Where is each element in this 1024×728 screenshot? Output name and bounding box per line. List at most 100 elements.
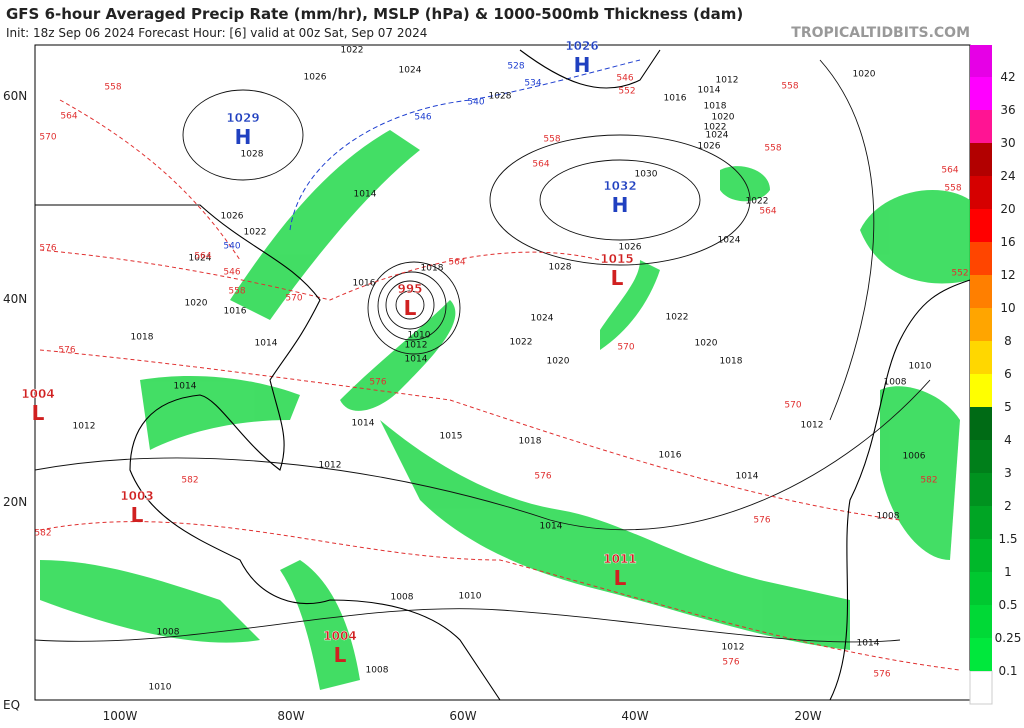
isobar-label: 1012 — [722, 643, 745, 653]
thickness-label: 582 — [920, 476, 937, 486]
lon-label: 20W — [794, 709, 821, 723]
colorbar: 0.1 0.25 0.5 1 1.5 2 3 4 5 6 8 10 12 16 20 24 30 36 42 — [969, 45, 1021, 705]
isobar-label: 1010 — [909, 362, 932, 372]
isobar-label: 1022 — [746, 197, 769, 207]
thickness-label: 564 — [532, 160, 549, 170]
colorbar-swatch — [970, 440, 992, 473]
colorbar-label: 1 — [1004, 565, 1012, 579]
isobar-label: 1018 — [704, 102, 727, 112]
colorbar-label: 3 — [1004, 466, 1012, 480]
isobar-label: 1022 — [666, 313, 689, 323]
thickness-label: 558 — [764, 144, 781, 154]
lon-label: 40W — [621, 709, 648, 723]
colorbar-label: 42 — [1000, 70, 1015, 84]
isobar-label: 1012 — [319, 461, 342, 471]
thickness-label: 570 — [617, 343, 634, 353]
colorbar-swatch — [970, 45, 992, 77]
isobar-label: 1028 — [241, 150, 264, 160]
isobar-label: 1018 — [519, 437, 542, 447]
pressure-letter: L — [334, 643, 347, 667]
colorbar-swatch — [970, 539, 992, 572]
pressure-letter: L — [404, 296, 417, 320]
colorbar-swatch — [970, 176, 992, 209]
colorbar-label: 10 — [1000, 301, 1015, 315]
map-area: 1029H995L1032H1015L1004L1003L1011L1004L1… — [21, 39, 971, 701]
colorbar-swatch — [970, 242, 992, 275]
isobar-label: 1018 — [720, 357, 743, 367]
isobar-label: 1024 — [706, 131, 729, 141]
lon-label: 100W — [103, 709, 138, 723]
isobar-label: 1016 — [353, 279, 376, 289]
colorbar-label: 12 — [1000, 268, 1015, 282]
isobar-label: 1022 — [244, 228, 267, 238]
colorbar-label: 0.5 — [998, 598, 1017, 612]
thickness-label: 564 — [448, 258, 465, 268]
thickness-label: 576 — [722, 658, 739, 668]
credit: TROPICALTIDBITS.COM — [791, 25, 970, 41]
isobar-label: 1020 — [547, 357, 570, 367]
coastlines — [35, 49, 971, 701]
isobar-label: 1014 — [698, 86, 721, 96]
thickness-label: 552 — [951, 269, 968, 279]
colorbar-label: 5 — [1004, 400, 1012, 414]
colorbar-label: 1.5 — [998, 532, 1017, 546]
lat-label: EQ — [3, 698, 20, 712]
isobar-label: 1024 — [189, 254, 212, 264]
pressure-value: 1003 — [120, 489, 153, 503]
isobar-label: 1012 — [801, 421, 824, 431]
isobar-label: 1010 — [149, 683, 172, 693]
isobar-label: 1010 — [408, 331, 431, 341]
isobar-label: 1024 — [531, 314, 554, 324]
thickness-label: 558 — [781, 82, 798, 92]
thickness-label: 564 — [759, 207, 776, 217]
isobar-label: 1030 — [635, 170, 658, 180]
isobar-label: 1008 — [391, 593, 414, 603]
thickness-lines — [39, 99, 961, 671]
isobar-label: 1014 — [857, 639, 880, 649]
pressure-value: 1011 — [603, 552, 636, 566]
thickness-label: 570 — [784, 401, 801, 411]
pressure-value: 1026 — [565, 39, 598, 53]
isobar-label: 1022 — [704, 123, 727, 133]
colorbar-swatch — [970, 605, 992, 638]
thickness-label: 564 — [941, 166, 958, 176]
colorbar-swatch — [970, 407, 992, 440]
colorbar-swatch — [970, 374, 992, 407]
isobar-label: 1008 — [157, 628, 180, 638]
lon-label: 80W — [277, 709, 304, 723]
isobar-label: 1014 — [736, 472, 759, 482]
isobar-label: 1016 — [659, 451, 682, 461]
colorbar-label: 36 — [1000, 103, 1015, 117]
colorbar-label: 30 — [1000, 136, 1015, 150]
isobar-label: 1012 — [716, 76, 739, 86]
isobar-label: 1014 — [174, 382, 197, 392]
pressure-value: 1015 — [600, 252, 633, 266]
colorbar-label: 0.1 — [998, 664, 1017, 678]
precip — [40, 130, 970, 690]
thickness-label: 540 — [467, 98, 484, 108]
isobar-label: 1020 — [695, 339, 718, 349]
colorbar-swatch — [970, 308, 992, 341]
lon-label: 60W — [449, 709, 476, 723]
isobar-label: 1015 — [440, 432, 463, 442]
pressure-value: 995 — [397, 282, 422, 296]
isobar-label: 1026 — [619, 243, 642, 253]
isobar-label: 1026 — [304, 73, 327, 83]
colorbar-swatch — [970, 143, 992, 176]
isobar-label: 1006 — [903, 452, 926, 462]
isobar-label: 1018 — [421, 264, 444, 274]
isobar-label: 1008 — [877, 512, 900, 522]
pressure-value: 1004 — [323, 629, 356, 643]
thickness-label: 558 — [228, 287, 245, 297]
thickness-label: 570 — [39, 133, 56, 143]
thickness-label: 564 — [194, 252, 211, 262]
colorbar-swatch — [970, 209, 992, 242]
thickness-label: 576 — [369, 378, 386, 388]
cold-thickness — [289, 59, 641, 231]
colorbar-swatch — [970, 506, 992, 539]
colorbar-label: 24 — [1000, 169, 1015, 183]
thickness-label: 558 — [543, 135, 560, 145]
pressure-letter: L — [32, 401, 45, 425]
colorbar-swatch — [970, 473, 992, 506]
